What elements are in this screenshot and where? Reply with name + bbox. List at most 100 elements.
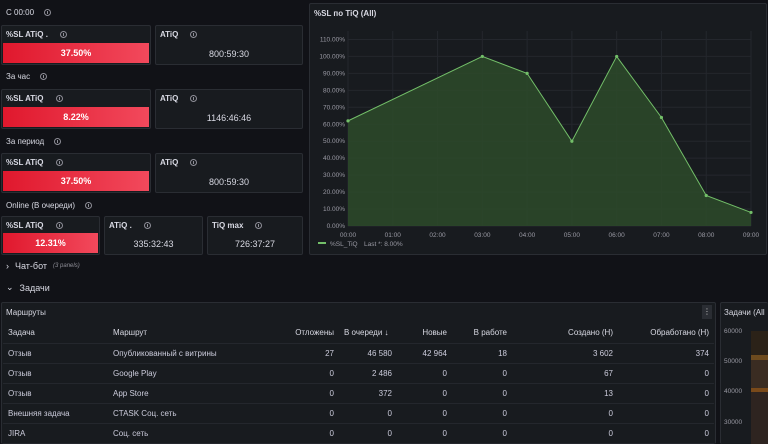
stat-panel-atiq-per-hour[interactable]: ATiQ 1146:46:46: [155, 89, 303, 129]
series-area: [348, 56, 751, 226]
info-icon[interactable]: [44, 9, 52, 16]
data-point: [570, 139, 574, 143]
stat-panel-sl-online[interactable]: %SL ATiQ 12.31%: [1, 216, 100, 255]
stat-panel-atiq-since-midnight[interactable]: ATiQ 800:59:30: [155, 25, 303, 65]
table-cell: 18: [452, 343, 512, 364]
panel-title: %SL ATiQ: [6, 221, 63, 230]
data-point: [704, 193, 708, 198]
stacked-bar-segment: [751, 331, 768, 355]
y-axis-tick-label: 110.00%: [320, 36, 345, 43]
stat-value: 8.22%: [3, 107, 149, 127]
stat-panel-sl-since-midnight[interactable]: %SL ATiQ . 37.50%: [1, 25, 151, 65]
table-cell: 0: [618, 363, 714, 384]
table-cell: 0: [452, 363, 512, 384]
table-cell: 0: [283, 403, 339, 424]
column-header[interactable]: Задача: [3, 323, 108, 344]
y-axis-tick-label: 40.00%: [323, 155, 345, 162]
legend-swatch: [318, 242, 326, 244]
tasks-side-panel[interactable]: Задачи (All 60000 50000 40000 30000: [720, 302, 768, 444]
table-cell: 13: [512, 383, 618, 404]
table-row[interactable]: Отзыв App Store 0 372 0 0 13 0: [3, 383, 714, 404]
x-axis-tick-label: 06:00: [609, 232, 626, 239]
panel-title: %SL по TiQ (All): [314, 9, 377, 18]
table-cell: 27: [283, 343, 339, 364]
panel-title: ATiQ .: [109, 221, 151, 230]
info-icon[interactable]: [190, 31, 198, 38]
chevron-right-icon: ›: [6, 261, 9, 271]
y-axis-tick-label: 90.00%: [323, 70, 345, 77]
y-axis-tick-label: 30.00%: [323, 172, 345, 179]
table-cell: JIRA: [3, 423, 108, 444]
panel-title: Маршруты: [6, 308, 46, 317]
x-axis-tick-label: 03:00: [474, 232, 491, 239]
data-point: [346, 119, 350, 123]
info-icon[interactable]: [59, 31, 67, 38]
table-row[interactable]: Отзыв Google Play 0 2 486 0 0 67 0: [3, 363, 714, 384]
stat-value: 800:59:30: [208, 177, 250, 187]
column-header-sorted[interactable]: В очереди ↓: [339, 323, 397, 344]
panel-title: %SL ATiQ: [6, 158, 63, 167]
info-icon[interactable]: [54, 138, 62, 145]
table-cell: 0: [283, 423, 339, 444]
data-point: [749, 210, 753, 215]
column-header[interactable]: Отложены: [283, 323, 339, 344]
info-icon[interactable]: [190, 159, 198, 166]
table-cell: 0: [283, 363, 339, 384]
info-icon[interactable]: [84, 202, 92, 209]
info-icon[interactable]: [55, 95, 63, 102]
x-axis-tick-label: 02:00: [429, 232, 446, 239]
info-icon[interactable]: [143, 222, 151, 229]
chevron-down-icon: ⌄: [6, 282, 14, 292]
table-row[interactable]: Отзыв Опубликованный с витрины 27 46 580 42 …: [3, 343, 714, 364]
table-cell: 0: [339, 423, 397, 444]
stat-panel-sl-per-period[interactable]: %SL ATiQ 37.50%: [1, 153, 151, 193]
table-cell: 42 964: [397, 343, 452, 364]
stat-panel-atiq-per-period[interactable]: ATiQ 800:59:30: [155, 153, 303, 193]
stat-value: 1146:46:46: [206, 113, 252, 123]
panel-title-text: ATiQ .: [109, 221, 132, 230]
section-per-period: За период: [6, 137, 62, 146]
stat-panel-atiq-online[interactable]: ATiQ . 335:32:43: [104, 216, 203, 255]
y-axis-tick-label: 10.00%: [323, 206, 345, 213]
table-cell: Google Play: [108, 363, 283, 384]
table-cell: 0: [397, 403, 452, 424]
y-axis-tick-label: 100.00%: [319, 53, 345, 60]
table-cell: 3 602: [512, 343, 618, 364]
section-per-hour: За час: [6, 72, 48, 81]
routes-table-panel[interactable]: Маршруты ⋮ Задача Маршрут Отложены В оче…: [1, 302, 716, 444]
column-header[interactable]: Маршрут: [108, 323, 283, 344]
info-icon[interactable]: [190, 95, 198, 102]
table-cell: 0: [618, 403, 714, 424]
panel-menu-icon[interactable]: ⋮: [702, 305, 712, 319]
data-point: [480, 54, 484, 59]
panel-title: ATiQ: [160, 30, 198, 39]
data-point: [659, 115, 664, 120]
chart-panel-sl-tiq[interactable]: %SL по TiQ (All) 0.00% 10.00% 20.00% 30.00%…: [309, 3, 767, 255]
row-chatbot[interactable]: › Чат-бот (3 panels): [6, 261, 80, 271]
info-icon[interactable]: [40, 73, 48, 80]
y-axis-tick: 60000: [724, 328, 743, 335]
panel-title-text: %SL ATiQ: [6, 158, 44, 167]
legend-last-value: Last *: 8.00%: [364, 241, 403, 248]
column-header[interactable]: Новые: [397, 323, 452, 344]
table-cell: Отзыв: [3, 363, 108, 384]
row-tasks-label: Задачи: [19, 282, 50, 293]
stat-panel-sl-per-hour[interactable]: %SL ATiQ 8.22%: [1, 89, 151, 129]
table-cell: 0: [452, 383, 512, 404]
table-row[interactable]: Внешняя задача CTASK Соц. сеть 0 0 0 0 0 0: [3, 403, 714, 424]
stat-panel-tiq-max[interactable]: TiQ max 726:37:27: [207, 216, 303, 255]
column-header[interactable]: В работе: [452, 323, 512, 344]
table-row[interactable]: JIRA Соц. сеть 0 0 0 0 0 0: [3, 423, 714, 444]
info-icon[interactable]: [55, 159, 63, 166]
column-header[interactable]: Создано (Н): [512, 323, 618, 344]
row-tasks[interactable]: ⌄ Задачи: [6, 282, 50, 293]
data-point: [525, 71, 529, 75]
y-axis-tick: 40000: [724, 388, 743, 395]
column-header[interactable]: Обработано (Н): [618, 323, 714, 344]
y-axis-tick: 50000: [724, 358, 743, 365]
y-axis-tick-label: 60.00%: [323, 121, 345, 128]
panel-title: Задачи (All: [724, 308, 765, 317]
info-icon[interactable]: [255, 222, 263, 229]
info-icon[interactable]: [55, 222, 63, 229]
table-cell: 46 580: [339, 343, 397, 364]
